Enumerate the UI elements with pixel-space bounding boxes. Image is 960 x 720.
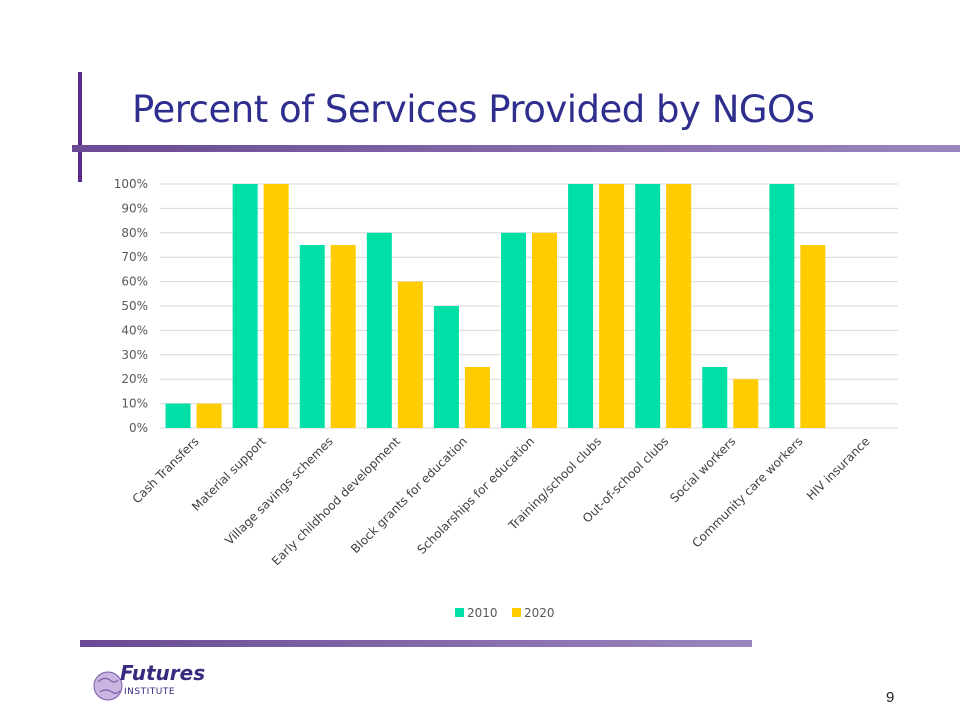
bar-2020 — [599, 184, 625, 428]
bar-2020 — [330, 245, 356, 428]
slide-title: Percent of Services Provided by NGOs — [132, 88, 815, 131]
x-tick-label: Scholarships for education — [414, 434, 537, 557]
bar-2010 — [769, 184, 795, 428]
page-number: 9 — [886, 689, 895, 706]
futures-institute-logo: Futures INSTITUTE — [93, 662, 205, 701]
legend-label: 2020 — [524, 606, 555, 620]
x-tick-label: HIV insurance — [804, 434, 873, 503]
y-tick-label: 60% — [121, 275, 148, 289]
bar-2020 — [666, 184, 692, 428]
bar-2010 — [433, 306, 459, 428]
bar-2020 — [733, 379, 759, 428]
bar-2020 — [196, 403, 222, 428]
footer-divider-bar — [80, 640, 752, 647]
legend-swatch — [512, 608, 521, 617]
globe-icon — [93, 671, 123, 701]
x-tick-label: Community care workers — [689, 434, 805, 550]
logo-wordmark: Futures — [120, 662, 205, 685]
bar-2010 — [299, 245, 325, 428]
y-tick-label: 50% — [121, 299, 148, 313]
y-tick-label: 20% — [121, 372, 148, 386]
y-tick-label: 90% — [121, 201, 148, 215]
x-tick-label: Village savings schemes — [222, 434, 336, 548]
bar-2010 — [232, 184, 258, 428]
bar-2010 — [568, 184, 594, 428]
title-accent-vertical-bar — [78, 72, 82, 182]
x-tick-label: Early childhood development — [269, 434, 403, 568]
title-underline-bar — [72, 145, 960, 152]
legend-label: 2010 — [467, 606, 498, 620]
logo-subtitle: INSTITUTE — [124, 687, 175, 697]
bar-2020 — [532, 232, 557, 428]
bar-2020 — [397, 281, 423, 428]
bar-2010 — [635, 184, 661, 428]
bar-2010 — [501, 232, 526, 428]
y-tick-label: 100% — [114, 177, 148, 191]
bar-chart: 0% 10% 20% 30% 40% 50% 60% 70% 80% 90% 100% Cash Tr… — [114, 177, 898, 620]
x-tick-label: Social workers — [667, 434, 738, 505]
bar-2020 — [464, 367, 490, 428]
x-tick-label: Block grants for education — [348, 434, 470, 556]
bar-2010 — [702, 367, 728, 428]
legend-swatch — [455, 608, 464, 617]
bar-2010 — [165, 403, 191, 428]
x-tick-label: Cash Transfers — [130, 434, 202, 506]
y-tick-label: 10% — [121, 397, 148, 411]
bar-2020 — [800, 245, 826, 428]
y-tick-label: 30% — [121, 348, 148, 362]
y-tick-label: 0% — [129, 421, 148, 435]
y-tick-label: 80% — [121, 226, 148, 240]
bar-2010 — [366, 232, 392, 428]
y-tick-label: 70% — [121, 250, 148, 264]
y-tick-label: 40% — [121, 323, 148, 337]
bar-2020 — [263, 184, 289, 428]
